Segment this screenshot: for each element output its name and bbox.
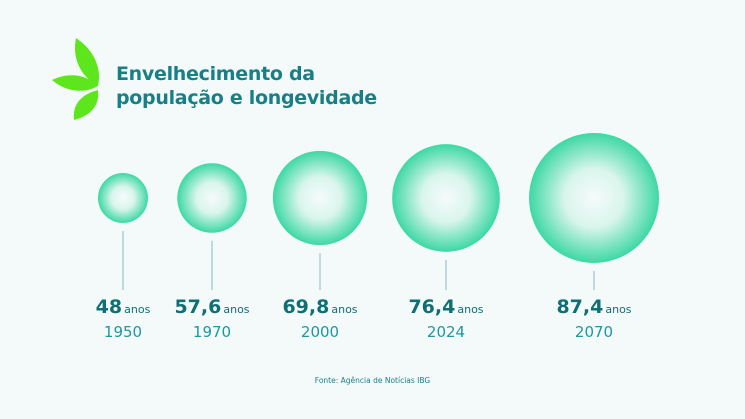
year-label: 2000 <box>300 323 340 341</box>
value-number: 76,4 <box>408 296 456 318</box>
page-title: Envelhecimento da população e longevidad… <box>116 62 377 110</box>
year-label: 2070 <box>574 323 614 341</box>
value-label: 57,6 anos <box>174 296 249 318</box>
bubble-2070 <box>529 133 659 263</box>
year-label: 1970 <box>192 323 232 341</box>
value-unit: anos <box>605 303 632 316</box>
value-unit: anos <box>457 303 484 316</box>
value-number: 57,6 <box>174 296 222 318</box>
bubble-2024 <box>392 144 500 252</box>
bubble-2000 <box>272 150 368 246</box>
leaf-logo-icon <box>52 38 100 120</box>
value-number: 87,4 <box>556 296 604 318</box>
value-unit: anos <box>223 303 250 316</box>
value-label: 48 anos <box>96 296 151 318</box>
value-number: 48 <box>95 296 123 318</box>
value-number: 69,8 <box>282 296 330 318</box>
bubble-1970 <box>177 163 247 233</box>
year-label: 2024 <box>426 323 466 341</box>
value-unit: anos <box>331 303 358 316</box>
title-line-2: população e longevidade <box>116 87 377 109</box>
value-label: 87,4 anos <box>556 296 631 318</box>
bubble-1950 <box>98 173 148 223</box>
year-label: 1950 <box>103 323 143 341</box>
value-unit: anos <box>124 303 151 316</box>
value-label: 76,4 anos <box>408 296 483 318</box>
title-line-1: Envelhecimento da <box>116 63 315 85</box>
source-note: Fonte: Agência de Notícias IBG <box>314 376 431 385</box>
value-label: 69,8 anos <box>282 296 357 318</box>
